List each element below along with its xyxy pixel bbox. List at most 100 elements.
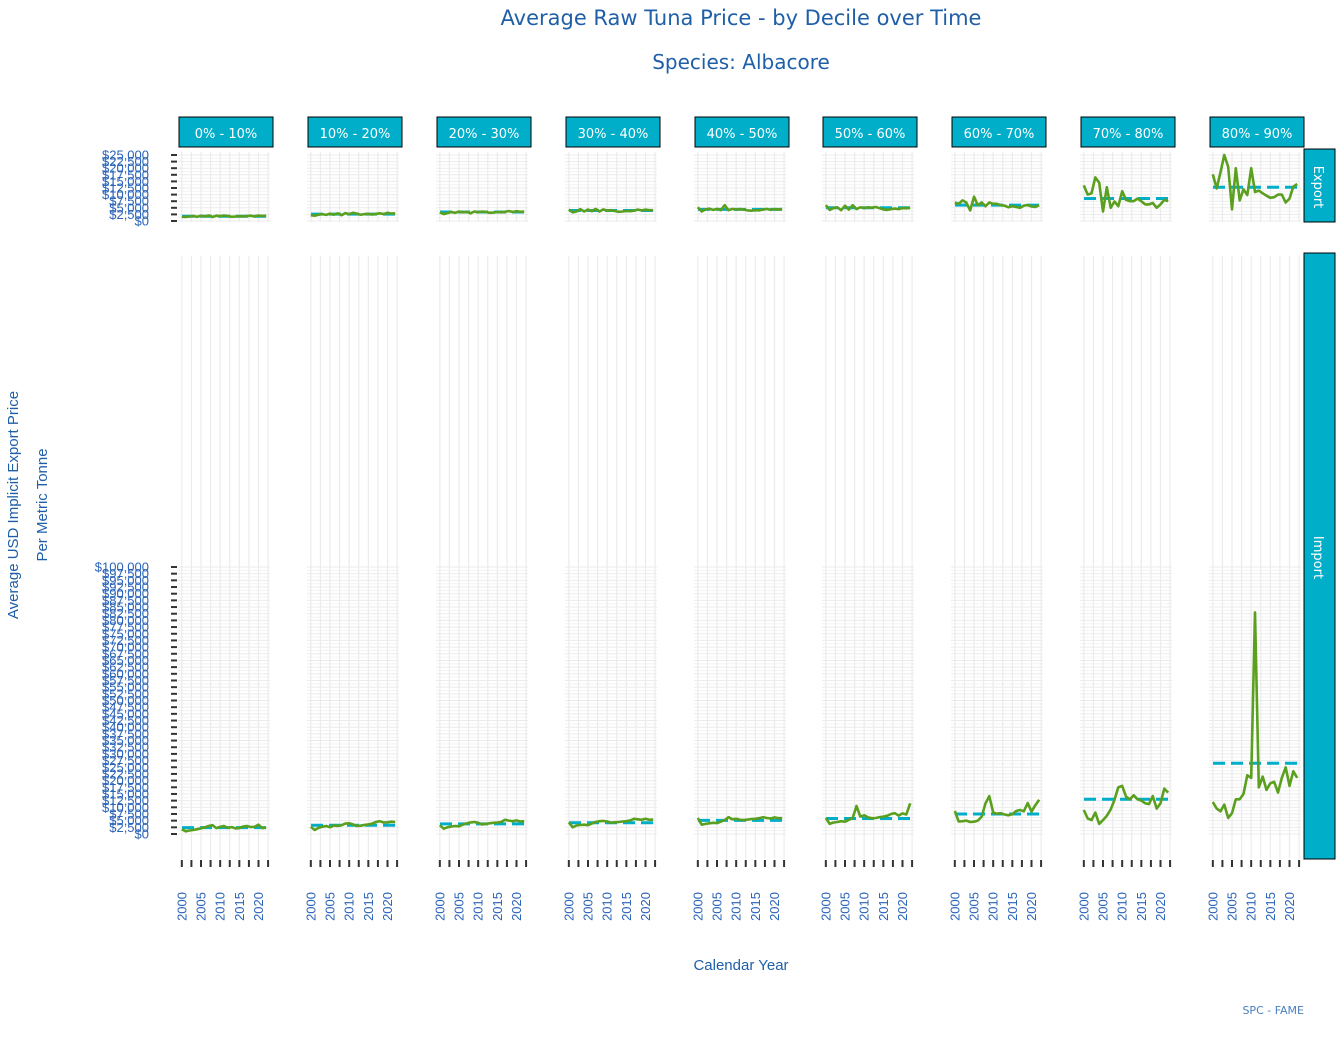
column-strip-label: 0% - 10%	[195, 127, 257, 142]
row-strip-export: Export	[1303, 148, 1336, 223]
y-tick-label: $67,500	[102, 646, 149, 661]
column-strip-label: 70% - 80%	[1093, 127, 1164, 142]
x-tick-label: 2005	[323, 892, 338, 921]
panel-background	[178, 152, 270, 222]
column-strip-0: 0% - 10%	[178, 116, 274, 148]
column-strips: 0% - 10% 10% - 20% 20% - 30% 30% - 40% 40% -…	[178, 116, 1305, 148]
row-strip-label: Export	[1310, 166, 1325, 209]
y-tick-label: $42,500	[102, 713, 149, 728]
y-tick-label: $47,500	[102, 700, 149, 715]
y-tick-label: $92,500	[102, 580, 149, 595]
panels-layer	[178, 152, 1301, 859]
y-tick-label: $2,500	[109, 207, 149, 222]
y-tick-label: $40,000	[102, 720, 149, 735]
y-tick-label: $82,500	[102, 606, 149, 621]
y-tick-label: $95,000	[102, 573, 149, 588]
series-line	[953, 794, 1041, 824]
panel-export-7	[1080, 152, 1172, 222]
y-tick-label: $25,000	[102, 760, 149, 775]
y-tick-label: $100,000	[95, 560, 149, 575]
column-strip-label: 20% - 30%	[449, 127, 520, 142]
y-tick-label: $75,000	[102, 626, 149, 641]
y-tick-label: $77,500	[102, 620, 149, 635]
column-strip-6: 60% - 70%	[951, 116, 1047, 148]
y-tick-label: $10,000	[102, 187, 149, 202]
x-tick-label: 2005	[838, 892, 853, 921]
y-tick-label: $32,500	[102, 740, 149, 755]
x-axis-8: 2000 2005 2010 2015 2020	[1205, 860, 1301, 921]
panel-background	[951, 256, 1043, 859]
x-tick-label: 2000	[1076, 892, 1091, 921]
column-strip-box	[307, 116, 403, 148]
x-tick-label: 2010	[857, 892, 872, 921]
panel-import-4	[694, 256, 786, 859]
x-tick-label: 2015	[1134, 892, 1149, 921]
x-tick-label: 2015	[361, 892, 376, 921]
x-tick-label: 2000	[432, 892, 447, 921]
column-strip-label: 10% - 20%	[320, 127, 391, 142]
x-axis-3: 2000 2005 2010 2015 2020	[561, 860, 657, 921]
x-tick-label: 2010	[729, 892, 744, 921]
x-tick-label: 2020	[638, 892, 653, 921]
x-tick-label: 2010	[600, 892, 615, 921]
column-strip-4: 40% - 50%	[694, 116, 790, 148]
x-tick-label: 2020	[251, 892, 266, 921]
y-axis-export: $0$2,500$5,000$7,500$10,000$12,500$15,00…	[102, 148, 177, 229]
x-axis-1: 2000 2005 2010 2015 2020	[303, 860, 399, 921]
x-tick-label: 2020	[380, 892, 395, 921]
column-strip-box	[694, 116, 790, 148]
column-strip-box	[951, 116, 1047, 148]
y-axes: $0$2,500$5,000$7,500$10,000$12,500$15,00…	[95, 148, 177, 842]
x-tick-label: 2005	[1096, 892, 1111, 921]
y-tick-label: $97,500	[102, 566, 149, 581]
y-tick-label: $85,000	[102, 600, 149, 615]
y-tick-label: $20,000	[102, 161, 149, 176]
x-tick-label: 2010	[986, 892, 1001, 921]
row-strip-box	[1303, 252, 1336, 860]
series-line	[1211, 153, 1298, 211]
column-strip-label: 80% - 90%	[1222, 127, 1293, 142]
x-tick-label: 2015	[748, 892, 763, 921]
series-line	[439, 209, 525, 216]
series-line	[567, 817, 654, 829]
series-line	[309, 819, 396, 832]
x-axes: 2000 2005 2010 2015 2020 2000 2005 2010 2015 2020…	[174, 860, 1301, 921]
y-tick-label: $0	[135, 214, 149, 229]
panel-background	[178, 256, 270, 859]
panel-export-6	[951, 152, 1043, 222]
x-tick-label: 2015	[232, 892, 247, 921]
y-tick-label: $35,000	[102, 733, 149, 748]
y-tick-label: $7,500	[109, 806, 149, 821]
panel-import-3	[565, 256, 657, 859]
y-tick-label: $22,500	[102, 154, 149, 169]
panel-export-4	[694, 152, 786, 222]
panel-export-8	[1209, 152, 1301, 222]
y-tick-label: $37,500	[102, 726, 149, 741]
x-tick-label: 2005	[194, 892, 209, 921]
row-strip-label: Import	[1310, 536, 1325, 579]
y-tick-label: $72,500	[102, 633, 149, 648]
panel-import-6	[951, 256, 1043, 859]
column-strip-label: 60% - 70%	[964, 127, 1035, 142]
panel-import-5	[822, 256, 914, 859]
y-tick-label: $27,500	[102, 753, 149, 768]
column-strip-label: 50% - 60%	[835, 127, 906, 142]
panel-import-2	[436, 256, 528, 859]
y-tick-label: $12,500	[102, 181, 149, 196]
panel-background	[694, 256, 786, 859]
column-strip-label: 30% - 40%	[578, 127, 649, 142]
x-tick-label: 2000	[947, 892, 962, 921]
x-axis-6: 2000 2005 2010 2015 2020	[947, 860, 1043, 921]
y-tick-label: $65,000	[102, 653, 149, 668]
x-tick-label: 2000	[561, 892, 576, 921]
x-axis-title: Calendar Year	[693, 957, 788, 974]
panel-export-2	[436, 152, 528, 222]
y-tick-label: $55,000	[102, 680, 149, 695]
caption: SPC - FAME	[1242, 1004, 1304, 1017]
y-tick-label: $60,000	[102, 666, 149, 681]
y-tick-label: $10,000	[102, 800, 149, 815]
series-line	[438, 818, 525, 831]
x-tick-label: 2015	[490, 892, 505, 921]
panel-background	[307, 152, 399, 222]
